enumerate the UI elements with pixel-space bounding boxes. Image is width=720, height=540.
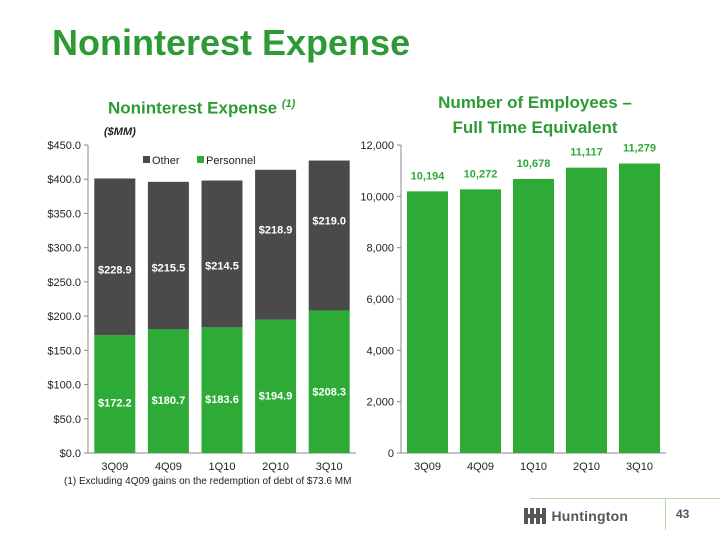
employees-bar [460, 189, 501, 454]
huntington-logo-text: Huntington [551, 508, 629, 524]
huntington-logo: Huntington [523, 506, 628, 526]
personnel-bar [308, 310, 350, 453]
personnel-bar [94, 335, 136, 453]
right-x-tick-label: 3Q09 [414, 461, 441, 473]
left-y-tick-label: $200.0 [47, 311, 81, 323]
other-bar [308, 160, 350, 311]
personnel-value-label: $183.6 [205, 394, 239, 406]
personnel-value-label: $208.3 [312, 387, 346, 399]
left-y-tick-label: $300.0 [47, 243, 81, 255]
left-chart-units: ($MM) [104, 126, 136, 138]
footer-divider-vertical [665, 498, 666, 530]
personnel-value-label: $194.9 [259, 391, 293, 403]
right-y-tick-label: 6,000 [366, 294, 394, 306]
footnote: (1) Excluding 4Q09 gains on the redempti… [64, 476, 352, 487]
right-x-tick-label: 4Q09 [467, 461, 494, 473]
right-y-tick-label: 12,000 [360, 140, 394, 152]
employees-bar [619, 163, 660, 453]
left-y-tick-label: $0.0 [60, 448, 81, 460]
huntington-logo-icon [524, 508, 546, 524]
other-legend-swatch [143, 156, 150, 163]
left-chart-title-footnote-mark: (1) [281, 98, 296, 110]
left-chart-title-text: Noninterest Expense [108, 98, 278, 118]
left-y-tick-label: $250.0 [47, 277, 81, 289]
left-x-tick-label: 3Q09 [101, 461, 128, 473]
left-x-tick-label: 3Q10 [316, 461, 343, 473]
other-value-label: $228.9 [98, 264, 132, 276]
employees-value-label: 10,194 [411, 170, 446, 182]
other-value-label: $214.5 [205, 261, 239, 273]
page-number: 43 [676, 507, 690, 521]
right-chart-title: Number of Employees – Full Time Equivale… [400, 90, 670, 140]
left-y-tick-label: $50.0 [53, 414, 81, 426]
page-title: Noninterest Expense [52, 22, 411, 63]
employees-bar [407, 191, 448, 453]
other-value-label: $215.5 [152, 262, 186, 274]
left-y-tick-label: $350.0 [47, 208, 81, 220]
right-y-tick-label: 0 [388, 448, 394, 460]
other-value-label: $218.9 [259, 225, 293, 237]
other-bar [147, 181, 189, 330]
left-y-tick-label: $400.0 [47, 174, 81, 186]
personnel-legend-label: Personnel [206, 155, 256, 167]
right-x-tick-label: 2Q10 [573, 461, 600, 473]
right-x-tick-label: 1Q10 [520, 461, 547, 473]
right-y-tick-label: 8,000 [366, 243, 394, 255]
left-x-tick-label: 2Q10 [262, 461, 289, 473]
employees-value-label: 11,117 [570, 147, 602, 159]
left-y-tick-label: $100.0 [47, 380, 81, 392]
other-legend-label: Other [152, 155, 180, 167]
left-y-tick-label: $150.0 [47, 345, 81, 357]
left-chart-title: Noninterest Expense (1) [108, 98, 295, 119]
left-x-tick-label: 1Q10 [209, 461, 236, 473]
right-y-tick-label: 2,000 [366, 397, 394, 409]
right-chart-title-line2: Full Time Equivalent [452, 118, 618, 137]
employees-value-label: 10,678 [517, 158, 551, 170]
other-bar [255, 169, 297, 320]
left-x-tick-label: 4Q09 [155, 461, 182, 473]
footer-divider [530, 498, 720, 499]
personnel-bar [201, 327, 243, 453]
employees-value-label: 11,279 [623, 143, 656, 155]
other-bar [201, 180, 243, 328]
personnel-bar [255, 319, 297, 453]
left-y-tick-label: $450.0 [47, 140, 81, 152]
right-y-tick-label: 4,000 [366, 345, 394, 357]
personnel-value-label: $180.7 [152, 395, 186, 407]
other-bar [94, 178, 136, 336]
employees-bar [513, 178, 554, 453]
right-x-tick-label: 3Q10 [626, 461, 653, 473]
personnel-value-label: $172.2 [98, 397, 132, 409]
right-y-tick-label: 10,000 [360, 191, 394, 203]
personnel-legend-swatch [197, 156, 204, 163]
employees-bar [566, 167, 607, 453]
right-chart-title-line1: Number of Employees – [438, 93, 632, 112]
employees-value-label: 10,272 [464, 168, 498, 180]
other-value-label: $219.0 [312, 215, 346, 227]
personnel-bar [147, 329, 189, 453]
